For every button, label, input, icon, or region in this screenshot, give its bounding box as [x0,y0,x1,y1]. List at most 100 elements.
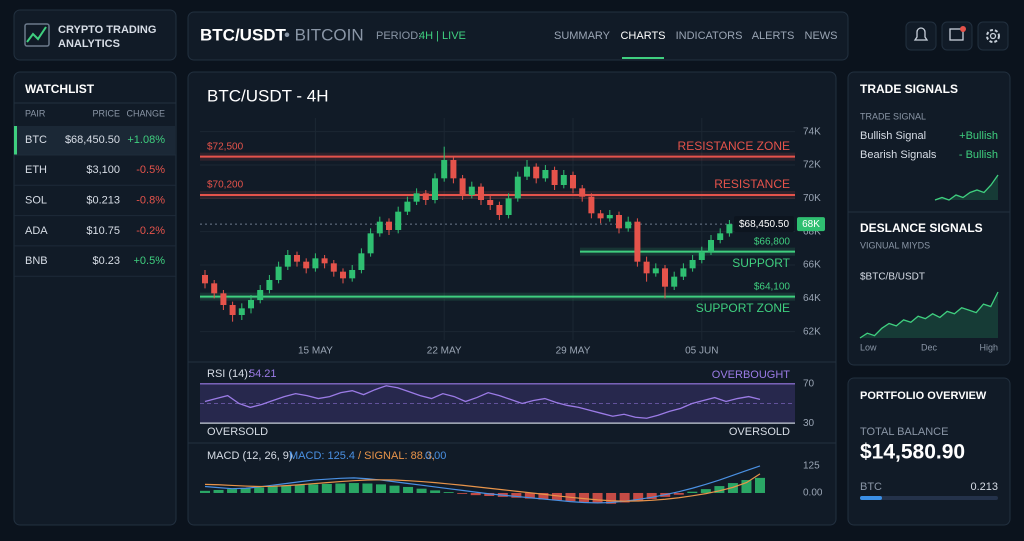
macd-bar [213,489,224,493]
level-name: RESISTANCE [714,177,790,191]
candle-body [312,258,319,269]
macd-bar [714,486,725,493]
macd-label: MACD (12, 26, 9) [207,450,293,462]
balance-label: TOTAL BALANCE [860,426,948,438]
price: $68,450.50 [65,134,120,146]
candle-body [726,224,733,234]
bell-button[interactable] [905,21,937,51]
macd-bar [416,488,427,493]
zero-value: 0.00 [425,450,446,462]
deslance-spark-line [859,291,999,339]
macd-bar [511,492,522,498]
macd-bar [551,492,562,501]
nav-item[interactable]: SUMMARY [554,30,611,42]
macd-bar [457,492,468,494]
notification-dot [960,26,966,32]
candle-body [303,261,310,269]
candle-body [478,186,484,200]
macd-bar [687,491,698,493]
candle-body [524,166,530,177]
x-tick-label: High [979,342,998,352]
level-price: $66,800 [754,236,791,247]
candle-body [432,178,438,200]
candle-body [422,193,429,200]
candle-body [220,293,227,305]
macd-bar [619,492,630,503]
macd-bar [470,492,481,496]
nav-item[interactable]: NEWS [805,30,838,42]
macd-bar [755,477,765,493]
macd-bar [321,483,332,493]
candle-body [257,290,264,300]
candle-body [671,276,678,287]
y-tick-label: 68K [803,226,821,237]
candle-body [386,221,392,230]
candle-body [708,240,714,252]
pair: SOL [25,195,47,207]
nav-item[interactable]: ALERTS [752,30,795,42]
candle-body [275,266,282,280]
candle-body [579,188,586,197]
candle-body [321,258,328,264]
column-header: PAIR [25,108,46,118]
deslance-pair: $BTC/B/USDT [860,272,925,283]
level-price: $70,200 [207,180,244,191]
deslance-title: DESLANCE SIGNALS [860,221,983,235]
macd-bar [267,486,278,493]
macd-bar [254,487,265,493]
icon-buttons [905,21,1009,51]
candle-body [560,175,567,185]
macd-bar [200,490,210,493]
price: $10.75 [86,225,120,237]
candle-body [662,268,668,287]
signal-spark-line [934,174,999,201]
signal-name: Bearish Signals [860,149,937,161]
change: +0.5% [134,255,166,267]
macd-bar [240,488,251,493]
candle-body [551,170,558,185]
y-tick-label: 66K [803,260,821,271]
candle-body [514,176,521,199]
macd-bar [538,492,549,500]
settings-button[interactable] [977,21,1009,51]
candle-body [680,268,687,277]
macd-bar [741,480,752,493]
nav-item[interactable]: INDICATORS [676,30,743,42]
logo-text: ANALYTICS [58,38,120,50]
candle-body [413,193,420,202]
x-tick-label: 15 MAY [298,346,333,357]
change: -0.2% [136,225,165,237]
candle-body [616,215,622,229]
macd-bar [727,483,738,493]
y-tick-label: 72K [803,160,821,171]
x-tick-label: Low [860,342,877,352]
price-tag [734,216,794,233]
macd-bar [362,483,373,493]
candle-body [404,201,411,212]
macd-bar [524,492,535,499]
asset-name: BTC [860,481,882,493]
x-tick-label: 22 MAY [427,346,462,357]
candle-body [533,166,540,179]
y-tick-label: 70 [803,378,815,389]
candle-body [441,160,448,179]
signal-name: Bullish Signal [860,130,926,142]
rsi-value: 54.21 [249,368,277,380]
macd-line [204,473,761,502]
candle-body [238,308,245,315]
candle-body [597,213,604,219]
message-button[interactable] [941,21,973,51]
candle-body [229,305,236,315]
price: $0.213 [86,195,120,207]
x-tick-label: 05 JUN [685,346,718,357]
candle-body [606,215,613,219]
candle-body [505,198,512,215]
price-tag-label: $68,450.50 [739,219,789,230]
candle-body [634,221,641,262]
candle-body [468,186,475,195]
nav-item[interactable]: CHARTS [620,30,665,42]
asset: • BITCOIN [284,25,364,44]
signal-state: +Bullish [959,130,998,142]
signal-value: / SIGNAL: 88.3, [358,450,435,462]
